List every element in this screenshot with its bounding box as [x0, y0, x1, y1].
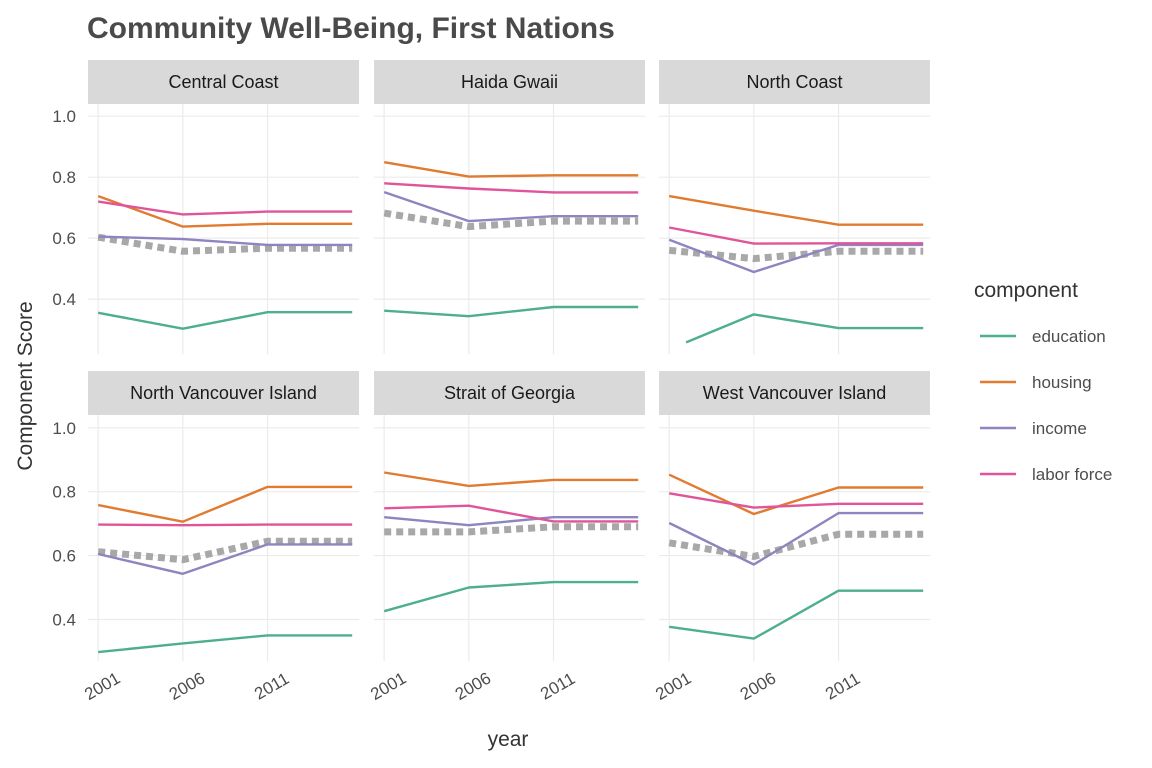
legend-item-labor-force: labor force	[980, 465, 1112, 484]
series-line-education	[669, 589, 924, 640]
y-tick-label: 0.6	[52, 229, 76, 248]
facet-strip	[88, 60, 359, 104]
facet-strip-label: Central Coast	[168, 72, 278, 92]
legend-item-housing: housing	[980, 373, 1092, 392]
y-tick-label: 0.4	[52, 610, 76, 629]
x-tick-label: 2011	[822, 669, 863, 704]
facet-strip-label: Haida Gwaii	[461, 72, 558, 92]
series-line-labor-force	[669, 492, 924, 509]
legend-label: housing	[1032, 373, 1092, 392]
series-line-labor-force	[384, 504, 639, 523]
series-line-education	[685, 313, 924, 344]
overall-score-line	[383, 209, 639, 231]
legend: component education housing income labor fo…	[974, 279, 1112, 484]
overall-score-line	[668, 530, 924, 561]
series-line-education	[98, 634, 353, 654]
facet-strip	[88, 371, 359, 415]
facet-strip	[374, 60, 645, 104]
series-line-housing	[384, 471, 639, 488]
series-line-education	[384, 305, 639, 318]
x-tick-label: 2001	[81, 669, 123, 704]
facet-panel-haida-gwaii: Haida Gwaii	[374, 60, 645, 354]
facet-strip-label: North Coast	[746, 72, 842, 92]
x-tick-label: 2006	[452, 669, 494, 704]
overall-score-line	[668, 246, 924, 263]
x-axis-title: year	[488, 728, 529, 751]
series-line-housing	[97, 485, 353, 523]
y-tick-label: 0.6	[52, 547, 76, 566]
facet-strip	[659, 371, 930, 415]
series-line-income	[668, 238, 924, 274]
facet-strip	[659, 60, 930, 104]
facet-panel-strait-of-georgia: Strait of Georgia 2001 2006 2011	[367, 371, 645, 704]
y-tick-label: 1.0	[52, 419, 76, 438]
series-line-income	[97, 543, 353, 575]
series-line-income	[383, 190, 639, 223]
facet-panels: Central Coast 0.4 0.6 0.8 1.0 Haida Gwaii Nort…	[52, 60, 930, 704]
y-axis-title: Component Score	[14, 301, 37, 470]
y-tick-label: 0.8	[52, 168, 76, 187]
series-line-education	[383, 580, 639, 613]
legend-item-income: income	[980, 419, 1087, 438]
legend-items: education housing income labor force	[980, 327, 1112, 484]
facet-strip-label: West Vancouver Island	[703, 383, 886, 403]
overall-score-line	[384, 523, 639, 536]
facet-strip-label: North Vancouver Island	[130, 383, 317, 403]
series-line-income	[98, 235, 353, 247]
series-line-housing	[97, 194, 353, 228]
facet-panel-west-vancouver-island: West Vancouver Island 2001 2006 2011	[652, 371, 930, 704]
y-tick-label: 1.0	[52, 107, 76, 126]
legend-label: education	[1032, 327, 1106, 346]
legend-label: labor force	[1032, 465, 1112, 484]
x-tick-label: 2011	[537, 669, 578, 704]
overall-score-line	[97, 537, 353, 564]
series-line-labor-force	[668, 226, 924, 245]
legend-item-education: education	[980, 327, 1106, 346]
x-tick-label: 2001	[652, 669, 694, 704]
legend-label: income	[1032, 419, 1087, 438]
series-line-income	[668, 511, 924, 566]
series-line-labor-force	[98, 523, 353, 527]
series-line-labor-force	[384, 182, 639, 194]
chart-title: Community Well-Being, First Nations	[87, 12, 615, 45]
series-line-education	[97, 311, 353, 330]
series-line-income	[384, 516, 639, 527]
facet-panel-north-coast: North Coast	[659, 60, 930, 354]
series-line-housing	[383, 161, 639, 178]
facet-strip-label: Strait of Georgia	[444, 383, 576, 403]
y-tick-label: 0.8	[52, 483, 76, 502]
overall-score-line	[97, 233, 353, 255]
y-tick-label: 0.4	[52, 290, 76, 309]
series-line-labor-force	[98, 200, 353, 216]
legend-title: component	[974, 279, 1078, 302]
x-tick-label: 2001	[367, 669, 409, 704]
x-tick-label: 2011	[251, 669, 292, 704]
facet-panel-central-coast: Central Coast 0.4 0.6 0.8 1.0	[52, 60, 359, 354]
series-line-housing	[668, 194, 924, 226]
facet-strip	[374, 371, 645, 415]
series-line-housing	[668, 473, 924, 516]
x-tick-label: 2006	[166, 669, 208, 704]
facet-panel-north-vancouver-island: North Vancouver Island 0.4 0.6 0.8 1.0 2001 20…	[52, 371, 359, 704]
x-tick-label: 2006	[737, 669, 779, 704]
